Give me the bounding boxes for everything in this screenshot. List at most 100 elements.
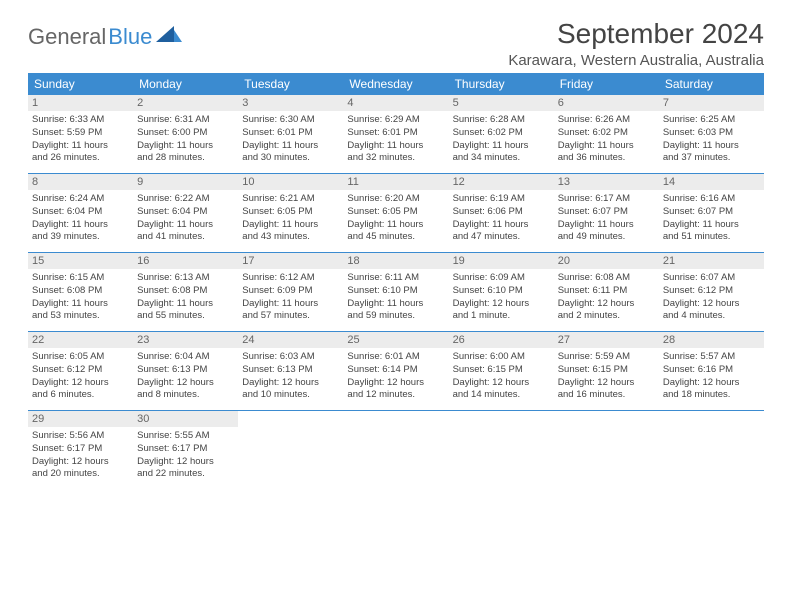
day-number: 17 xyxy=(238,253,343,269)
cell-text: and 6 minutes. xyxy=(32,389,129,402)
cell-text: Sunrise: 6:13 AM xyxy=(137,272,234,285)
day-number: 8 xyxy=(28,174,133,190)
cell-text: Daylight: 11 hours xyxy=(32,140,129,153)
cell-text: Sunrise: 6:22 AM xyxy=(137,193,234,206)
cell-text: Sunrise: 6:26 AM xyxy=(558,114,655,127)
day-number: 22 xyxy=(28,332,133,348)
cell-text: Daylight: 11 hours xyxy=(242,140,339,153)
cell-text: and 18 minutes. xyxy=(663,389,760,402)
cell-text: Daylight: 12 hours xyxy=(32,456,129,469)
cell-text: Daylight: 11 hours xyxy=(453,219,550,232)
cell-text: and 1 minute. xyxy=(453,310,550,323)
sail-icon xyxy=(156,24,182,50)
cell-text: Sunrise: 6:03 AM xyxy=(242,351,339,364)
cell-text: and 49 minutes. xyxy=(558,231,655,244)
calendar-cell: 19Sunrise: 6:09 AMSunset: 6:10 PMDayligh… xyxy=(449,253,554,331)
cell-text: Sunrise: 6:30 AM xyxy=(242,114,339,127)
calendar-cell: 12Sunrise: 6:19 AMSunset: 6:06 PMDayligh… xyxy=(449,174,554,252)
brand-part2: Blue xyxy=(108,24,152,50)
cell-text: and 12 minutes. xyxy=(347,389,444,402)
month-title: September 2024 xyxy=(508,18,764,50)
cell-text: Sunset: 6:07 PM xyxy=(558,206,655,219)
calendar-cell xyxy=(554,411,659,489)
cell-text: Sunset: 6:03 PM xyxy=(663,127,760,140)
calendar-cell: 10Sunrise: 6:21 AMSunset: 6:05 PMDayligh… xyxy=(238,174,343,252)
cell-text: Sunrise: 6:20 AM xyxy=(347,193,444,206)
cell-text: Sunset: 6:15 PM xyxy=(558,364,655,377)
calendar-cell: 15Sunrise: 6:15 AMSunset: 6:08 PMDayligh… xyxy=(28,253,133,331)
calendar-cell: 22Sunrise: 6:05 AMSunset: 6:12 PMDayligh… xyxy=(28,332,133,410)
cell-text: Sunset: 6:13 PM xyxy=(137,364,234,377)
cell-text: Sunset: 6:08 PM xyxy=(32,285,129,298)
cell-text: and 45 minutes. xyxy=(347,231,444,244)
calendar-cell: 8Sunrise: 6:24 AMSunset: 6:04 PMDaylight… xyxy=(28,174,133,252)
cell-text: Daylight: 12 hours xyxy=(558,298,655,311)
cell-text: Sunrise: 6:31 AM xyxy=(137,114,234,127)
calendar-cell xyxy=(343,411,448,489)
week-row: 8Sunrise: 6:24 AMSunset: 6:04 PMDaylight… xyxy=(28,174,764,253)
day-number: 28 xyxy=(659,332,764,348)
cell-text: Sunset: 5:59 PM xyxy=(32,127,129,140)
cell-text: Daylight: 12 hours xyxy=(347,377,444,390)
day-number: 14 xyxy=(659,174,764,190)
cell-text: Sunset: 6:02 PM xyxy=(558,127,655,140)
calendar-cell: 23Sunrise: 6:04 AMSunset: 6:13 PMDayligh… xyxy=(133,332,238,410)
brand-part1: General xyxy=(28,24,106,50)
cell-text: Sunrise: 6:33 AM xyxy=(32,114,129,127)
cell-text: Sunrise: 6:16 AM xyxy=(663,193,760,206)
cell-text: Sunrise: 6:11 AM xyxy=(347,272,444,285)
cell-text: Daylight: 11 hours xyxy=(663,140,760,153)
day-number: 11 xyxy=(343,174,448,190)
calendar-cell: 29Sunrise: 5:56 AMSunset: 6:17 PMDayligh… xyxy=(28,411,133,489)
cell-text: and 14 minutes. xyxy=(453,389,550,402)
day-number: 5 xyxy=(449,95,554,111)
day-number: 19 xyxy=(449,253,554,269)
day-number: 27 xyxy=(554,332,659,348)
week-row: 15Sunrise: 6:15 AMSunset: 6:08 PMDayligh… xyxy=(28,253,764,332)
cell-text: Sunset: 6:14 PM xyxy=(347,364,444,377)
cell-text: Sunrise: 6:07 AM xyxy=(663,272,760,285)
week-row: 29Sunrise: 5:56 AMSunset: 6:17 PMDayligh… xyxy=(28,411,764,489)
cell-text: Sunrise: 6:21 AM xyxy=(242,193,339,206)
cell-text: Sunset: 6:12 PM xyxy=(663,285,760,298)
cell-text: Sunrise: 6:25 AM xyxy=(663,114,760,127)
calendar-cell: 9Sunrise: 6:22 AMSunset: 6:04 PMDaylight… xyxy=(133,174,238,252)
cell-text: and 39 minutes. xyxy=(32,231,129,244)
cell-text: Sunrise: 6:08 AM xyxy=(558,272,655,285)
cell-text: Sunset: 6:12 PM xyxy=(32,364,129,377)
calendar-cell: 14Sunrise: 6:16 AMSunset: 6:07 PMDayligh… xyxy=(659,174,764,252)
day-header-cell: Thursday xyxy=(449,73,554,95)
cell-text: and 55 minutes. xyxy=(137,310,234,323)
cell-text: Sunset: 6:04 PM xyxy=(32,206,129,219)
cell-text: Daylight: 11 hours xyxy=(137,219,234,232)
calendar-cell: 28Sunrise: 5:57 AMSunset: 6:16 PMDayligh… xyxy=(659,332,764,410)
calendar-cell xyxy=(659,411,764,489)
cell-text: and 20 minutes. xyxy=(32,468,129,481)
cell-text: Sunset: 6:05 PM xyxy=(242,206,339,219)
cell-text: Daylight: 12 hours xyxy=(558,377,655,390)
cell-text: Sunrise: 5:55 AM xyxy=(137,430,234,443)
cell-text: Sunset: 6:09 PM xyxy=(242,285,339,298)
cell-text: and 43 minutes. xyxy=(242,231,339,244)
day-number: 20 xyxy=(554,253,659,269)
day-number: 10 xyxy=(238,174,343,190)
calendar-cell: 11Sunrise: 6:20 AMSunset: 6:05 PMDayligh… xyxy=(343,174,448,252)
cell-text: and 41 minutes. xyxy=(137,231,234,244)
calendar-cell: 25Sunrise: 6:01 AMSunset: 6:14 PMDayligh… xyxy=(343,332,448,410)
calendar-cell xyxy=(449,411,554,489)
week-row: 1Sunrise: 6:33 AMSunset: 5:59 PMDaylight… xyxy=(28,95,764,174)
calendar-cell: 30Sunrise: 5:55 AMSunset: 6:17 PMDayligh… xyxy=(133,411,238,489)
cell-text: Sunset: 6:01 PM xyxy=(347,127,444,140)
day-number: 25 xyxy=(343,332,448,348)
calendar-cell: 7Sunrise: 6:25 AMSunset: 6:03 PMDaylight… xyxy=(659,95,764,173)
location: Karawara, Western Australia, Australia xyxy=(508,52,764,69)
day-number: 18 xyxy=(343,253,448,269)
day-number: 30 xyxy=(133,411,238,427)
cell-text: and 51 minutes. xyxy=(663,231,760,244)
day-header-cell: Monday xyxy=(133,73,238,95)
cell-text: Sunrise: 6:09 AM xyxy=(453,272,550,285)
day-number: 12 xyxy=(449,174,554,190)
cell-text: and 30 minutes. xyxy=(242,152,339,165)
week-row: 22Sunrise: 6:05 AMSunset: 6:12 PMDayligh… xyxy=(28,332,764,411)
cell-text: and 57 minutes. xyxy=(242,310,339,323)
